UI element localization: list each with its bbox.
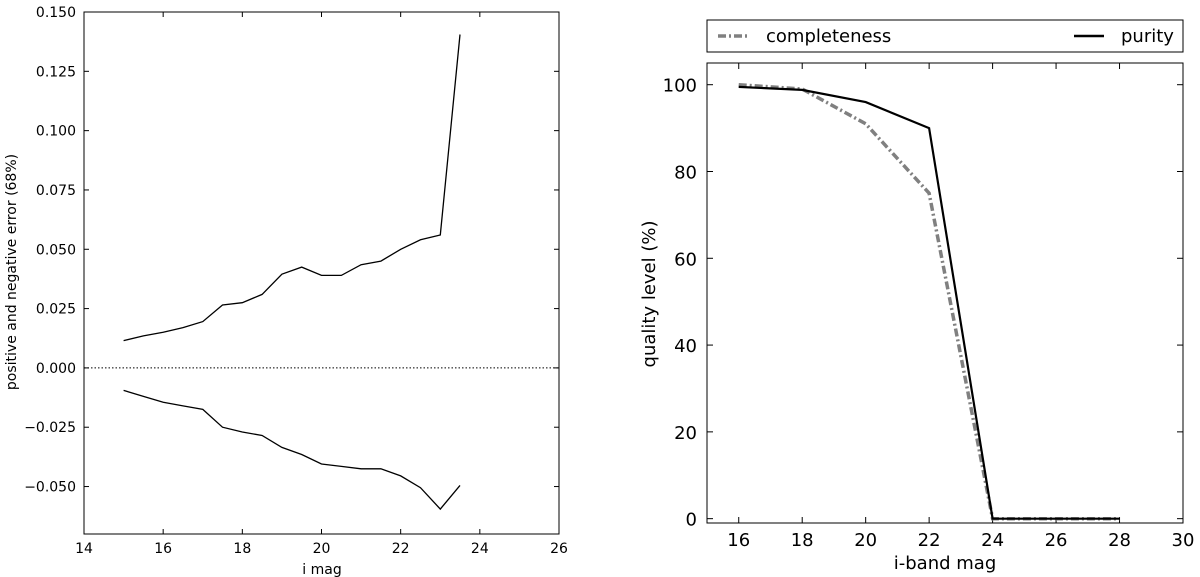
quality-chart: i-band mag quality level (%) completenes… <box>639 19 1195 574</box>
x-tick-label: 28 <box>1108 530 1131 551</box>
x-axis-label: i mag <box>302 562 341 577</box>
x-tick-label: 22 <box>392 541 410 557</box>
x-tick-label: 24 <box>471 541 489 557</box>
x-tick-label: 26 <box>1045 530 1068 551</box>
x-tick-label: 22 <box>918 530 941 551</box>
x-tick-label: 18 <box>791 530 814 551</box>
y-tick-label: 0.150 <box>36 5 76 21</box>
x-tick-label: 24 <box>981 530 1004 551</box>
y-tick-label: 100 <box>663 76 697 97</box>
y-tick-label: 0.000 <box>36 361 76 377</box>
error-chart: i mag positive and negative error (68%) … <box>4 5 568 577</box>
x-tick-label: 16 <box>154 541 172 557</box>
legend-purity-label: purity <box>1121 26 1174 47</box>
y-tick-label: −0.025 <box>24 420 76 436</box>
y-axis-label: quality level (%) <box>639 221 660 368</box>
x-tick-label: 14 <box>75 541 93 557</box>
y-tick-label: 0.125 <box>36 64 76 80</box>
y-tick-label: 0.100 <box>36 124 76 140</box>
y-tick-label: 0.075 <box>36 183 76 199</box>
plot-frame <box>706 62 1184 524</box>
y-tick-label: 40 <box>674 336 697 357</box>
x-tick-label: 16 <box>727 530 750 551</box>
y-tick-label: 0.050 <box>36 242 76 258</box>
y-tick-label: −0.050 <box>24 480 76 496</box>
y-tick-label: 60 <box>674 249 697 270</box>
x-tick-label: 20 <box>854 530 877 551</box>
y-tick-label: 0.025 <box>36 302 76 318</box>
legend-completeness-label: completeness <box>766 26 891 47</box>
x-tick-label: 20 <box>313 541 331 557</box>
x-tick-label: 30 <box>1172 530 1195 551</box>
negative-error-line <box>123 389 461 511</box>
y-tick-label: 20 <box>674 423 697 444</box>
y-axis-label: positive and negative error (68%) <box>4 154 20 390</box>
positive-error-line <box>123 34 461 342</box>
completeness-line <box>738 82 1120 521</box>
purity-line <box>738 85 1120 520</box>
x-tick-label: 18 <box>233 541 251 557</box>
x-tick-label: 26 <box>550 541 568 557</box>
y-tick-label: 80 <box>674 162 697 183</box>
y-tick-label: 0 <box>686 510 697 531</box>
x-axis-label: i-band mag <box>894 553 997 574</box>
plot-frame <box>83 11 560 535</box>
